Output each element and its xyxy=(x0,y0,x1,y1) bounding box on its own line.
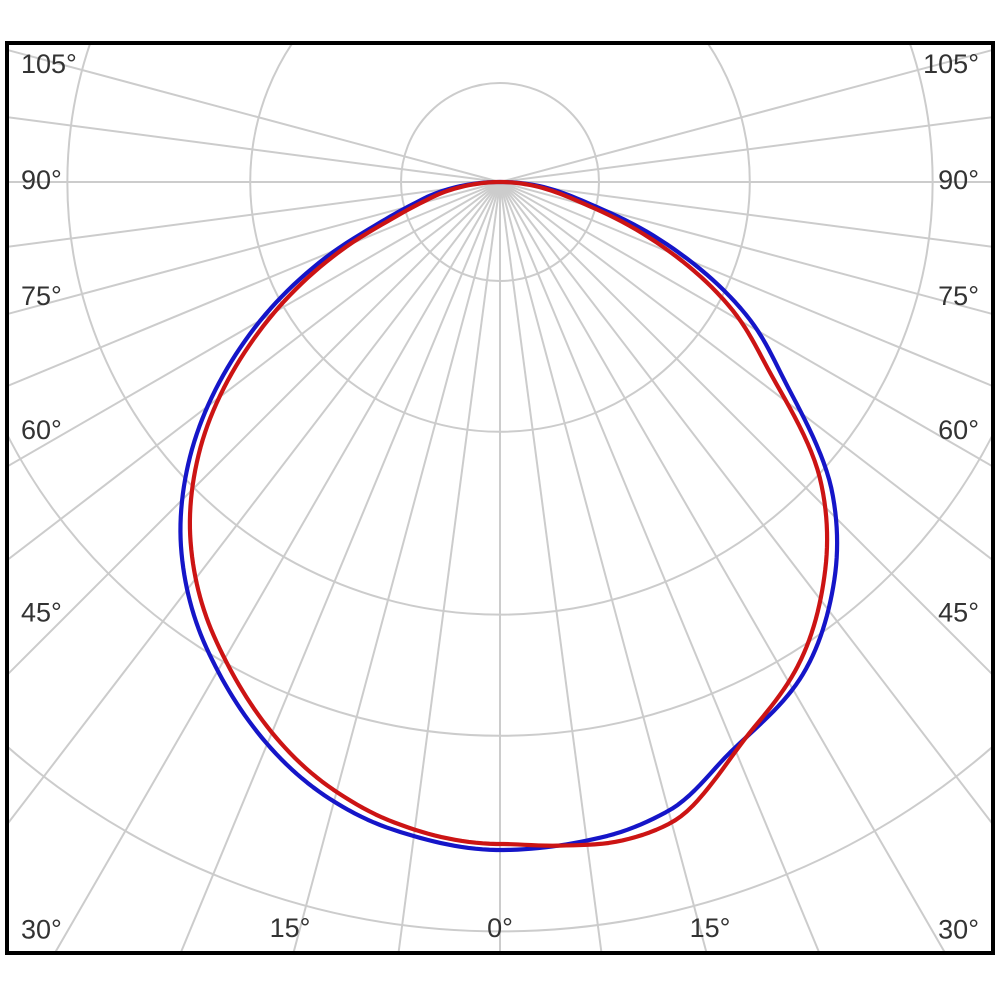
svg-text:30°: 30° xyxy=(938,915,979,945)
svg-text:60°: 60° xyxy=(21,415,62,445)
svg-text:0°: 0° xyxy=(487,913,513,943)
svg-text:45°: 45° xyxy=(21,598,62,628)
svg-text:105°: 105° xyxy=(21,49,77,79)
svg-text:105°: 105° xyxy=(923,49,979,79)
svg-text:75°: 75° xyxy=(938,281,979,311)
svg-text:30°: 30° xyxy=(21,915,62,945)
svg-text:90°: 90° xyxy=(21,165,62,195)
svg-text:60°: 60° xyxy=(938,415,979,445)
svg-text:75°: 75° xyxy=(21,281,62,311)
svg-text:15°: 15° xyxy=(690,913,731,943)
svg-text:45°: 45° xyxy=(938,598,979,628)
svg-text:15°: 15° xyxy=(270,913,311,943)
svg-text:90°: 90° xyxy=(938,165,979,195)
